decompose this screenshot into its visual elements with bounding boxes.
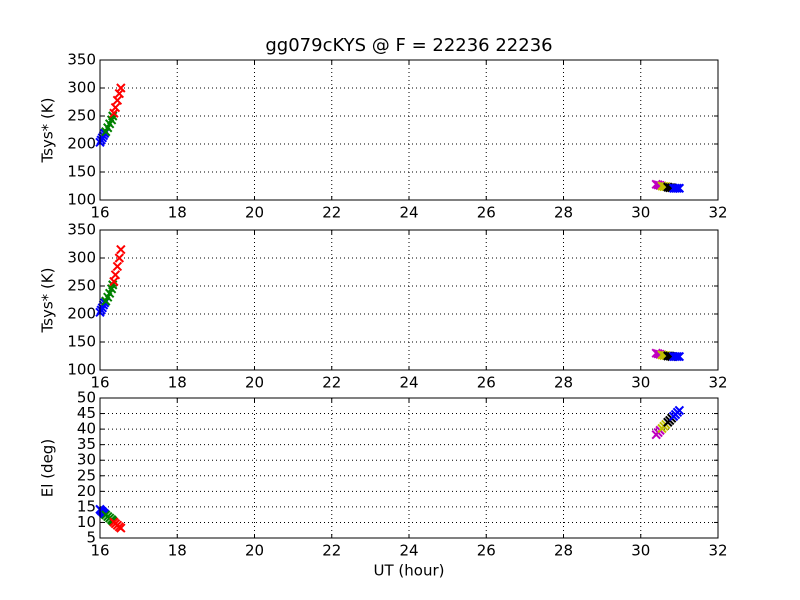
x-tick-label: 24 <box>399 542 418 560</box>
y-tick-label: 150 <box>67 163 96 181</box>
x-tick-label: 28 <box>554 204 573 222</box>
axes-frame <box>99 397 719 539</box>
x-tick-label: 24 <box>399 204 418 222</box>
x-tick-label: 32 <box>708 542 727 560</box>
x-tick-label: 18 <box>168 374 187 392</box>
marker <box>674 405 685 416</box>
x-tick-label: 28 <box>554 374 573 392</box>
y-tick-label: 350 <box>67 221 96 239</box>
x-tick-label: 26 <box>477 542 496 560</box>
y-tick-label: 150 <box>67 333 96 351</box>
x-tick-label: 30 <box>631 542 650 560</box>
x-tick-label: 20 <box>245 204 264 222</box>
y-tick-label: 15 <box>77 497 96 515</box>
chart-title: gg079cKYS @ F = 22236 22236 <box>265 35 552 56</box>
y-axis-label: El (deg) <box>39 439 57 497</box>
y-tick-label: 20 <box>77 482 96 500</box>
y-tick-label: 100 <box>67 361 96 379</box>
marker <box>110 270 121 280</box>
x-tick-label: 20 <box>245 374 264 392</box>
marker <box>670 351 681 362</box>
x-tick-label: 24 <box>399 374 418 392</box>
y-tick-label: 50 <box>77 389 96 407</box>
marker <box>114 253 125 263</box>
x-tick-label: 18 <box>168 204 187 222</box>
marker <box>116 83 126 93</box>
y-tick-label: 30 <box>77 451 96 469</box>
y-axis-label: Tsys* (K) <box>39 98 57 164</box>
marker <box>109 276 119 287</box>
y-tick-label: 35 <box>77 435 96 453</box>
marker <box>674 351 685 362</box>
marker <box>116 244 126 255</box>
y-tick-label: 250 <box>67 107 96 125</box>
marker <box>112 95 123 106</box>
x-tick-label: 16 <box>90 204 109 222</box>
y-tick-label: 350 <box>67 51 96 69</box>
y-tick-label: 25 <box>77 466 96 484</box>
marker <box>672 183 683 193</box>
x-tick-label: 20 <box>245 542 264 560</box>
marker <box>110 102 121 113</box>
x-tick-label: 16 <box>90 542 109 560</box>
y-tick-label: 10 <box>77 513 96 531</box>
x-tick-label: 32 <box>708 374 727 392</box>
x-tick-label: 30 <box>631 374 650 392</box>
x-tick-label: 22 <box>322 374 341 392</box>
y-tick-label: 40 <box>77 420 96 438</box>
marker <box>670 183 681 193</box>
x-tick-label: 26 <box>477 374 496 392</box>
marker <box>674 183 685 193</box>
y-tick-label: 45 <box>77 404 96 422</box>
x-tick-label: 22 <box>322 204 341 222</box>
marker <box>116 523 126 533</box>
x-tick-label: 26 <box>477 204 496 222</box>
y-axis-label: Tsys* (K) <box>39 268 57 334</box>
x-tick-label: 16 <box>90 374 109 392</box>
marker <box>672 351 683 362</box>
y-tick-label: 300 <box>67 79 96 97</box>
x-tick-label: 30 <box>631 204 650 222</box>
y-tick-label: 250 <box>67 277 96 295</box>
axes-frame <box>99 229 719 371</box>
y-tick-label: 300 <box>67 249 96 267</box>
x-tick-label: 22 <box>322 542 341 560</box>
y-tick-label: 200 <box>67 135 96 153</box>
y-tick-label: 100 <box>67 191 96 209</box>
y-tick-label: 5 <box>86 529 96 547</box>
x-tick-label: 28 <box>554 542 573 560</box>
axes-frame <box>99 59 719 201</box>
x-tick-label: 18 <box>168 542 187 560</box>
x-axis-label: UT (hour) <box>374 562 445 580</box>
x-tick-label: 32 <box>708 204 727 222</box>
marker <box>112 261 123 272</box>
y-tick-label: 200 <box>67 305 96 323</box>
